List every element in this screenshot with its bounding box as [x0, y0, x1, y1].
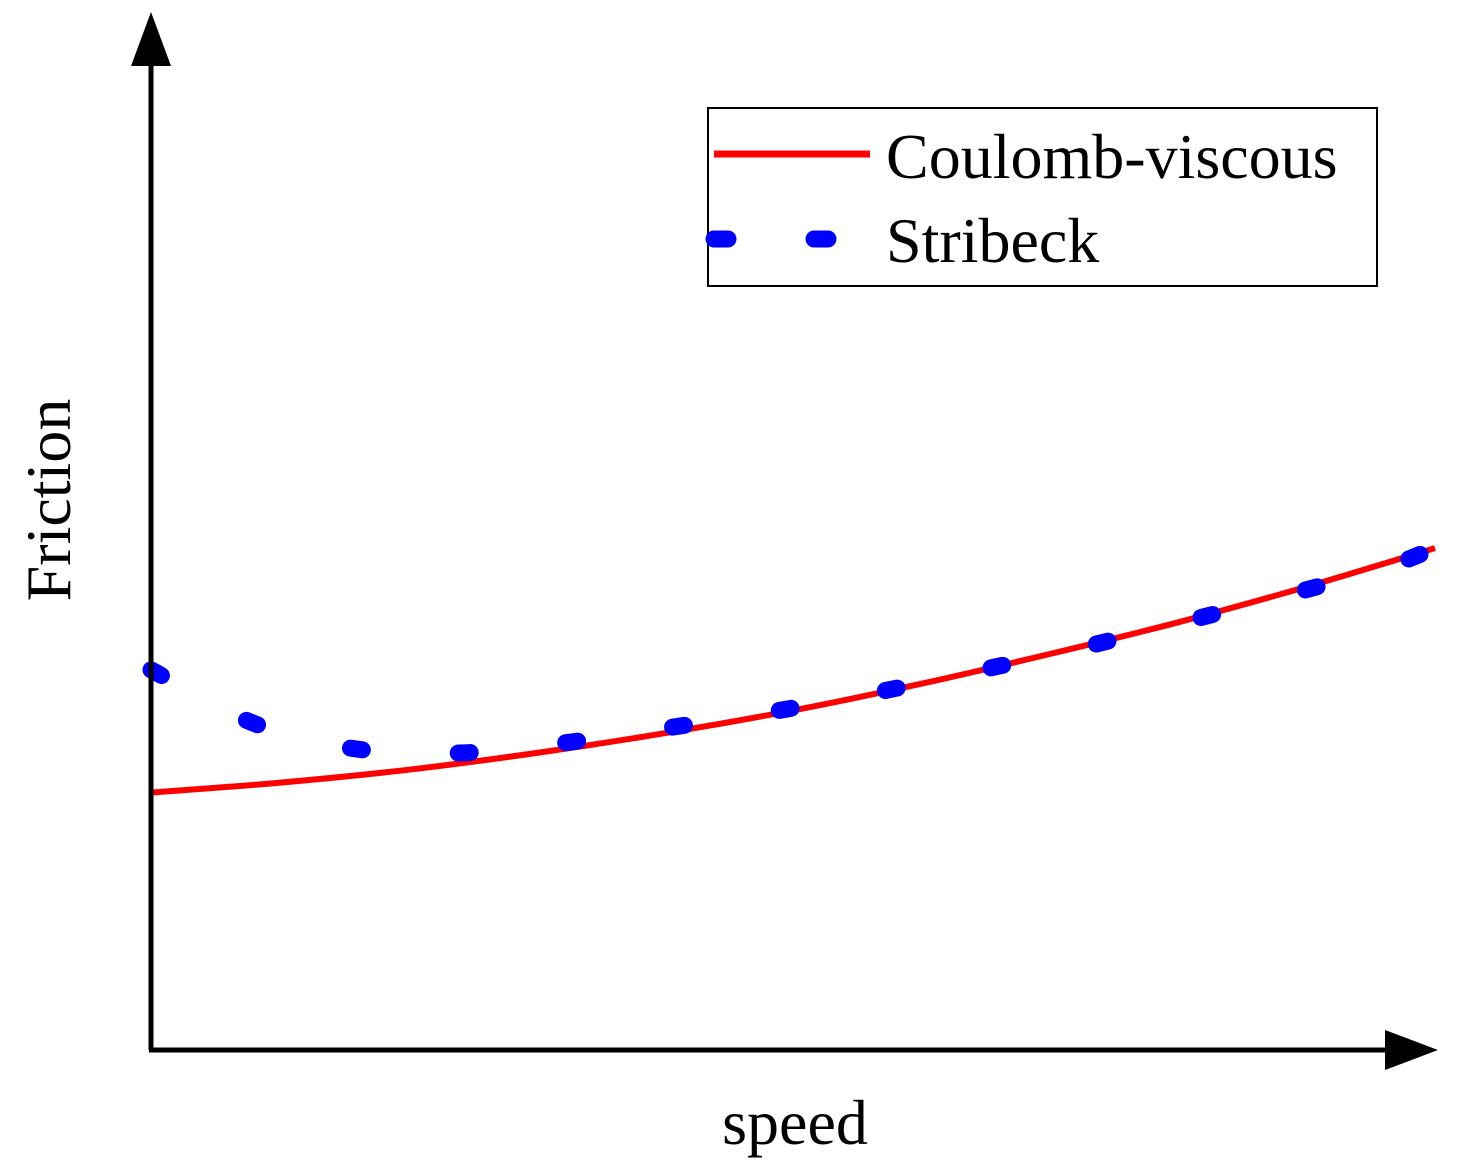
legend: Coulomb-viscous Stribeck — [705, 107, 1378, 287]
y-axis-arrow — [131, 12, 171, 66]
legend-label-coulomb-viscous: Coulomb-viscous — [886, 121, 1338, 192]
y-axis-label: Friction — [13, 399, 84, 602]
x-axis-arrow — [1385, 1030, 1438, 1070]
plot-area — [142, 539, 1444, 796]
x-axis-label: speed — [722, 1087, 868, 1158]
legend-box — [707, 107, 1378, 287]
series-line-coulomb-viscous — [150, 545, 1436, 796]
legend-label-stribeck: Stribeck — [886, 205, 1099, 276]
series-line-stribeck — [142, 539, 1444, 763]
